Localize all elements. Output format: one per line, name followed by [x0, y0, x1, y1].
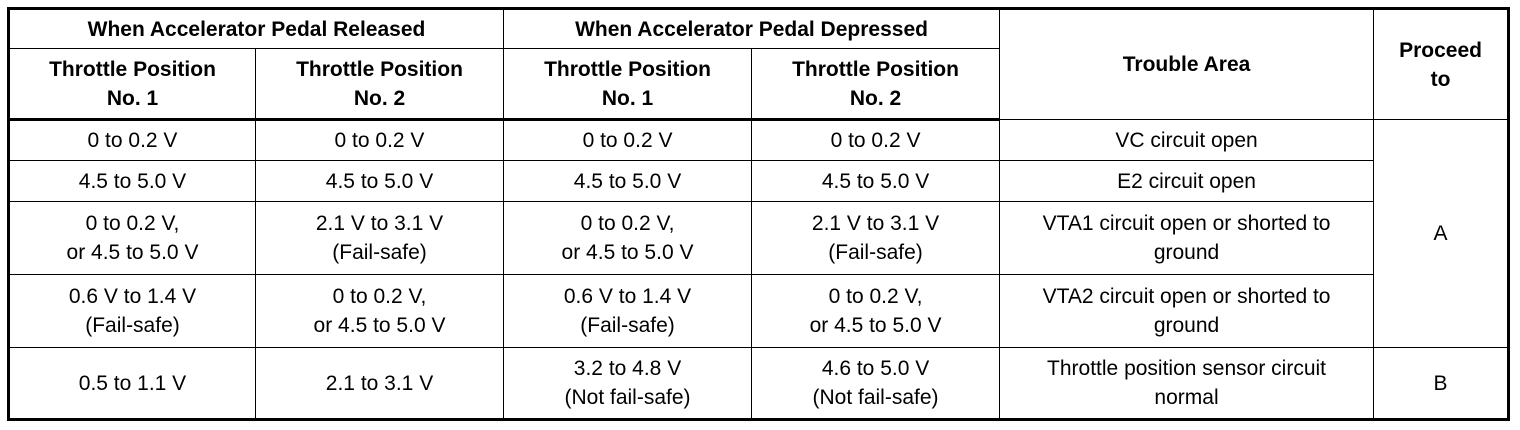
table-header: When Accelerator Pedal Released When Acc… [7, 8, 1510, 121]
cell-line: VC circuit open [1115, 128, 1258, 152]
cell-line: 0.5 to 1.1 V [78, 371, 187, 395]
cell-line: 0 to 0.2 V [87, 129, 178, 152]
cell-line: 0 to 0.2 V, [85, 212, 180, 235]
cell-line: VTA1 circuit open or shorted to [1042, 212, 1331, 235]
cell-trouble-area: Throttle position sensor circuit normal [999, 347, 1375, 420]
cell-line: or 4.5 to 5.0 V [809, 314, 942, 337]
cell-line: 4.5 to 5.0 V [325, 169, 434, 193]
cell-depressed-tp2: 4.6 to 5.0 V (Not fail-safe) [751, 347, 1001, 420]
cell-released-tp1: 0 to 0.2 V [8, 119, 256, 161]
header-pedal-depressed: When Accelerator Pedal Depressed [503, 8, 1001, 49]
header-depressed-tp1: Throttle Position No. 1 [503, 48, 753, 121]
cell-line: 0 to 0.2 V [334, 129, 425, 152]
cell-line: (Not fail-safe) [564, 386, 691, 409]
cell-proceed-b: B [1373, 347, 1510, 420]
table-row: 0.6 V to 1.4 V (Fail-safe) 0 to 0.2 V, o… [8, 274, 1509, 348]
cell-released-tp2: 0 to 0.2 V, or 4.5 to 5.0 V [254, 274, 505, 348]
header-proceed-line-2: to [1430, 67, 1451, 91]
cell-depressed-tp2: 0 to 0.2 V, or 4.5 to 5.0 V [751, 274, 1001, 348]
cell-line: E2 circuit open [1117, 169, 1256, 193]
header-proceed-line-1: Proceed [1399, 38, 1482, 62]
table-row: 4.5 to 5.0 V 4.5 to 5.0 V 4.5 to 5.0 V 4… [8, 160, 1509, 202]
cell-depressed-tp1: 4.5 to 5.0 V [503, 160, 753, 202]
header-depressed-tp2: Throttle Position No. 2 [751, 48, 1001, 121]
table-row: 0 to 0.2 V 0 to 0.2 V 0 to 0.2 V 0 to 0.… [8, 119, 1510, 348]
table-row: 0 to 0.2 V, or 4.5 to 5.0 V 2.1 V to 3.1… [8, 201, 1509, 275]
cell-line: 0 to 0.2 V, [332, 285, 427, 308]
cell-line: 0 to 0.2 V, [580, 212, 675, 235]
cell-trouble-area: E2 circuit open [999, 160, 1375, 202]
cell-released-tp2: 2.1 V to 3.1 V (Fail-safe) [254, 201, 505, 275]
header-proceed-to: Proceed to [1373, 8, 1510, 120]
header-line: Throttle Position [544, 57, 711, 81]
table-row: 0.5 to 1.1 V 2.1 to 3.1 V 3.2 to 4.8 V (… [8, 347, 1510, 420]
header-row-sensors: Throttle Position No. 1 Throttle Positio… [8, 48, 1509, 121]
cell-line: or 4.5 to 5.0 V [561, 241, 694, 264]
cell-line: 2.1 to 3.1 V [325, 371, 434, 395]
cell-released-tp2: 2.1 to 3.1 V [254, 347, 505, 420]
cell-released-tp1: 0.5 to 1.1 V [8, 347, 256, 420]
cell-line: (Fail-safe) [332, 241, 427, 264]
cell-line: VTA2 circuit open or shorted to [1042, 285, 1331, 308]
header-pedal-released: When Accelerator Pedal Released [7, 8, 505, 49]
cell-released-tp2: 4.5 to 5.0 V [254, 160, 505, 202]
cell-line: ground [1153, 241, 1220, 264]
cell-line: (Not fail-safe) [812, 386, 939, 409]
cell-depressed-tp2: 0 to 0.2 V [751, 119, 1001, 161]
header-released-tp1: Throttle Position No. 1 [8, 48, 256, 121]
trouble-area-table: When Accelerator Pedal Released When Acc… [7, 7, 1511, 421]
cell-line: 4.5 to 5.0 V [573, 169, 682, 193]
header-line: Throttle Position [792, 57, 959, 81]
cell-line: or 4.5 to 5.0 V [313, 314, 446, 337]
header-line: No. 2 [849, 86, 902, 110]
cell-depressed-tp2: 2.1 V to 3.1 V (Fail-safe) [751, 201, 1001, 275]
cell-line: 2.1 V to 3.1 V [315, 212, 444, 235]
header-line: Throttle Position [296, 57, 463, 81]
cell-line: 4.5 to 5.0 V [78, 169, 187, 193]
header-line: No. 1 [106, 86, 159, 110]
cell-released-tp2: 0 to 0.2 V [254, 119, 505, 161]
cell-released-tp1: 0.6 V to 1.4 V (Fail-safe) [8, 274, 256, 348]
cell-line: normal [1154, 386, 1219, 409]
cell-line: 4.6 to 5.0 V [821, 357, 930, 380]
cell-proceed-a: A [1373, 119, 1510, 348]
cell-line: or 4.5 to 5.0 V [66, 241, 199, 264]
cell-released-tp1: 4.5 to 5.0 V [8, 160, 256, 202]
header-line: No. 1 [601, 86, 654, 110]
cell-trouble-area: VTA1 circuit open or shorted to ground [999, 201, 1375, 275]
header-trouble-area: Trouble Area [999, 8, 1375, 120]
cell-depressed-tp1: 0 to 0.2 V [503, 119, 753, 161]
cell-line: Throttle position sensor circuit [1047, 357, 1326, 380]
cell-line: 4.5 to 5.0 V [821, 169, 930, 193]
table-body: 0 to 0.2 V 0 to 0.2 V 0 to 0.2 V 0 to 0.… [8, 119, 1510, 420]
cell-line: 0 to 0.2 V, [828, 285, 923, 308]
cell-depressed-tp1: 0.6 V to 1.4 V (Fail-safe) [503, 274, 753, 348]
cell-trouble-area: VC circuit open [999, 119, 1375, 161]
cell-trouble-area: VTA2 circuit open or shorted to ground [999, 274, 1375, 348]
cell-line: 0 to 0.2 V [582, 129, 673, 152]
header-released-tp2: Throttle Position No. 2 [254, 48, 505, 121]
cell-line: 0.6 V to 1.4 V [563, 285, 692, 308]
cell-line: ground [1153, 314, 1220, 337]
cell-line: 3.2 to 4.8 V [573, 357, 682, 380]
header-row-groups: When Accelerator Pedal Released When Acc… [7, 8, 1510, 120]
cell-depressed-tp1: 0 to 0.2 V, or 4.5 to 5.0 V [503, 201, 753, 275]
cell-released-tp1: 0 to 0.2 V, or 4.5 to 5.0 V [8, 201, 256, 275]
cell-line: (Fail-safe) [85, 314, 180, 337]
cell-line: 0 to 0.2 V [830, 129, 921, 152]
cell-line: 0.6 V to 1.4 V [68, 285, 197, 308]
header-line: No. 2 [353, 86, 406, 110]
header-line: Throttle Position [49, 57, 216, 81]
cell-depressed-tp2: 4.5 to 5.0 V [751, 160, 1001, 202]
cell-line: 2.1 V to 3.1 V [811, 212, 940, 235]
cell-line: (Fail-safe) [828, 241, 923, 264]
cell-line: (Fail-safe) [580, 314, 675, 337]
cell-depressed-tp1: 3.2 to 4.8 V (Not fail-safe) [503, 347, 753, 420]
